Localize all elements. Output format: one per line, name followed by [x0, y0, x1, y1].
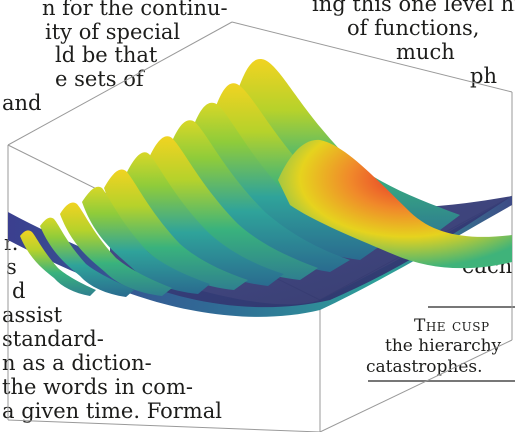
left-line-8: d — [12, 279, 26, 303]
left-line-2: ity of special — [45, 20, 181, 44]
right-line-3: much — [396, 40, 455, 64]
caption-title: The cusp — [414, 316, 490, 336]
left-line-5: and — [2, 91, 42, 115]
right-line-6: each — [462, 254, 513, 278]
left-line-11: n as a diction- — [2, 351, 152, 375]
right-line-4: ph — [470, 64, 497, 88]
caption-top-rule — [428, 306, 515, 308]
left-line-7: s — [6, 255, 17, 279]
right-line-2: of functions, — [347, 16, 480, 40]
right-line-5: ec — [476, 230, 501, 254]
left-line-12: the words in com- — [2, 375, 193, 399]
left-line-13: a given time. Formal — [2, 399, 222, 423]
caption-line-3: catastrophes. — [366, 357, 483, 377]
left-line-4: e sets of — [55, 67, 144, 91]
surface-base — [8, 196, 512, 317]
right-line-1: ing this one level hig — [312, 0, 515, 16]
left-line-10: standard- — [2, 327, 104, 351]
surface-ridges — [20, 59, 512, 297]
left-line-3: ld be that — [55, 43, 158, 67]
left-line-1: n for the continu- — [42, 0, 228, 20]
left-line-9: assist — [2, 303, 63, 327]
surface-floor — [110, 192, 512, 308]
left-line-6: r. — [4, 231, 19, 255]
caption-bottom-rule — [368, 380, 515, 382]
caption-line-2: the hierarchy — [385, 336, 502, 356]
